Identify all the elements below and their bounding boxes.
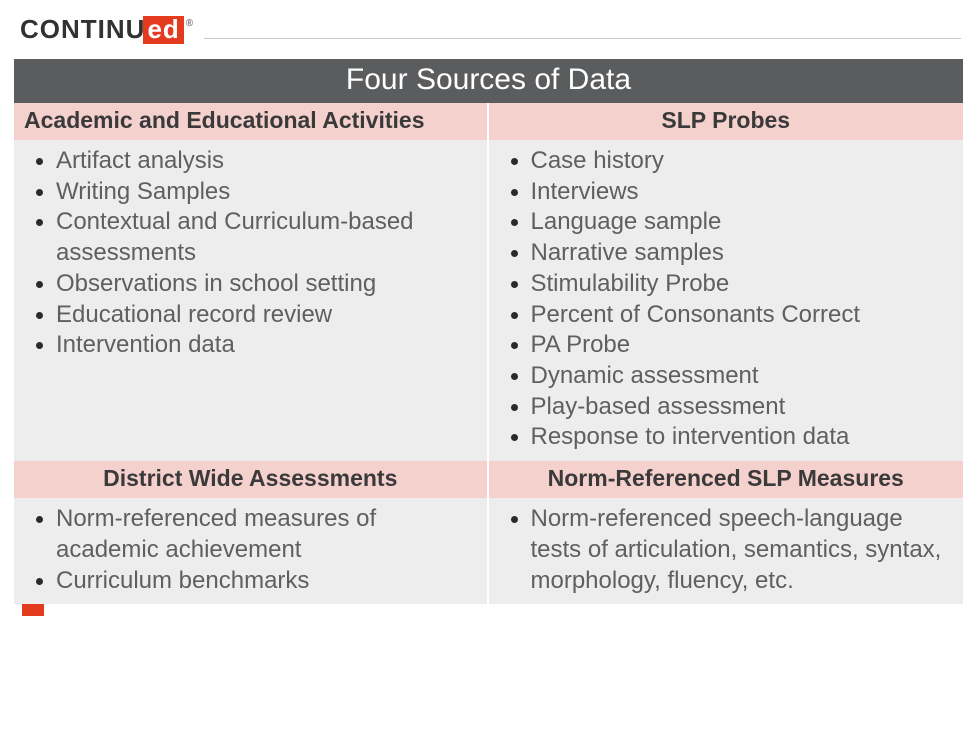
header-row-2: District Wide Assessments Norm-Reference… (14, 461, 963, 498)
body-row-1: Artifact analysis Writing Samples Contex… (14, 140, 963, 461)
header-row-1: Academic and Educational Activities SLP … (14, 103, 963, 140)
list-item: Play-based assessment (531, 392, 954, 423)
list-academic: Artifact analysis Writing Samples Contex… (28, 146, 477, 361)
list-item: Interviews (531, 177, 954, 208)
list-item: Response to intervention data (531, 422, 954, 453)
data-sources-table: Academic and Educational Activities SLP … (14, 103, 963, 604)
list-norm-ref: Norm-referenced speech-language tests of… (503, 504, 954, 596)
list-item: Contextual and Curriculum-based assessme… (56, 207, 477, 268)
list-item: PA Probe (531, 330, 954, 361)
list-item: Artifact analysis (56, 146, 477, 177)
header-district: District Wide Assessments (14, 461, 489, 498)
list-item: Percent of Consonants Correct (531, 300, 954, 331)
list-slp-probes: Case history Interviews Language sample … (503, 146, 954, 453)
list-item: Educational record review (56, 300, 477, 331)
logo-text-1: conTinu (20, 14, 145, 45)
logo-text-2: ed (143, 16, 183, 44)
page-title: Four Sources of Data (14, 59, 963, 103)
cell-slp-probes: Case history Interviews Language sample … (489, 140, 964, 461)
list-item: Observations in school setting (56, 269, 477, 300)
list-item: Narrative samples (531, 238, 954, 269)
logo-row: conTinued® (20, 14, 965, 45)
header-academic: Academic and Educational Activities (14, 103, 489, 140)
cell-academic: Artifact analysis Writing Samples Contex… (14, 140, 489, 461)
list-item: Curriculum benchmarks (56, 566, 477, 597)
list-item: Norm-referenced speech-language tests of… (531, 504, 954, 596)
cell-norm-ref: Norm-referenced speech-language tests of… (489, 498, 964, 604)
list-district: Norm-referenced measures of academic ach… (28, 504, 477, 596)
header-norm-ref: Norm-Referenced SLP Measures (489, 461, 964, 498)
logo-underline (204, 38, 961, 39)
brand-logo: conTinued® (20, 14, 194, 45)
list-item: Intervention data (56, 330, 477, 361)
footer-accent-chip (22, 602, 44, 616)
logo-registered: ® (186, 18, 194, 29)
list-item: Case history (531, 146, 954, 177)
list-item: Dynamic assessment (531, 361, 954, 392)
list-item: Writing Samples (56, 177, 477, 208)
cell-district: Norm-referenced measures of academic ach… (14, 498, 489, 604)
header-slp-probes: SLP Probes (489, 103, 964, 140)
list-item: Stimulability Probe (531, 269, 954, 300)
list-item: Norm-referenced measures of academic ach… (56, 504, 477, 565)
body-row-2: Norm-referenced measures of academic ach… (14, 498, 963, 604)
list-item: Language sample (531, 207, 954, 238)
